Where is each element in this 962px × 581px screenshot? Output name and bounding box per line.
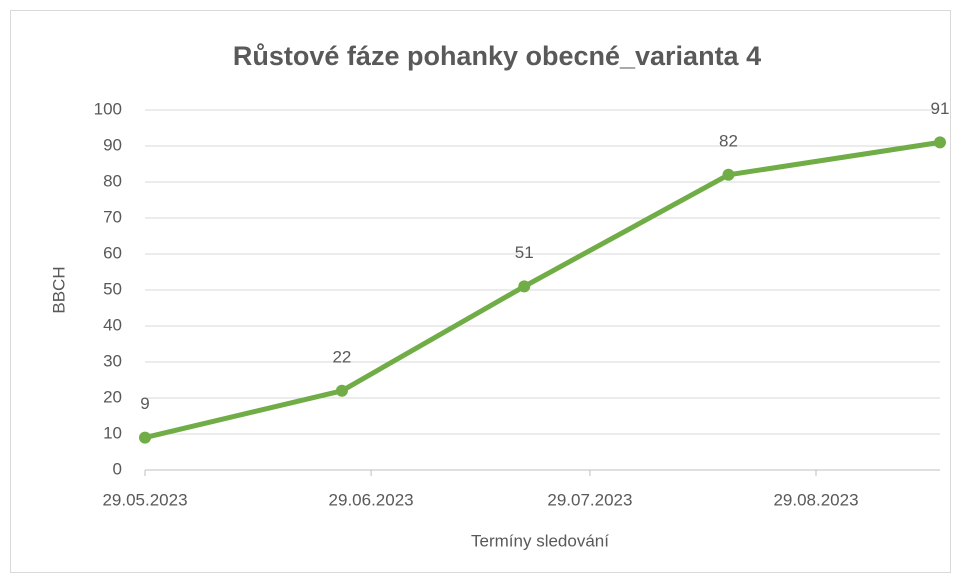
y-tick-label: 10: [103, 423, 122, 442]
chart-title: Růstové fáze pohanky obecné_varianta 4: [233, 41, 761, 71]
y-tick-label: 40: [103, 315, 122, 334]
data-point: [518, 280, 531, 293]
y-tick-label: 90: [103, 135, 122, 154]
y-tick-label: 60: [103, 243, 122, 262]
x-tick-label: 29.07.2023: [547, 490, 632, 509]
x-tick-label: 29.05.2023: [102, 490, 187, 509]
y-tick-label: 30: [103, 351, 122, 370]
y-tick-label: 100: [94, 99, 122, 118]
y-tick-label: 70: [103, 207, 122, 226]
y-tick-label: 0: [113, 459, 122, 478]
y-tick-label: 80: [103, 171, 122, 190]
y-tick-label: 50: [103, 279, 122, 298]
chart-border: [10, 10, 951, 573]
y-tick-label: 20: [103, 387, 122, 406]
data-point: [335, 384, 348, 397]
data-label: 51: [515, 243, 534, 262]
x-tick-label: 29.08.2023: [773, 490, 858, 509]
data-label: 22: [332, 347, 351, 366]
data-label: 82: [719, 131, 738, 150]
data-point: [722, 168, 735, 181]
data-label: 91: [931, 99, 950, 118]
x-tick-label: 29.06.2023: [329, 490, 414, 509]
y-axis-label: BBCH: [49, 266, 68, 313]
data-point: [934, 136, 946, 149]
x-axis-label: Termíny sledování: [471, 531, 609, 550]
data-label: 9: [140, 394, 149, 413]
data-point: [139, 431, 151, 444]
